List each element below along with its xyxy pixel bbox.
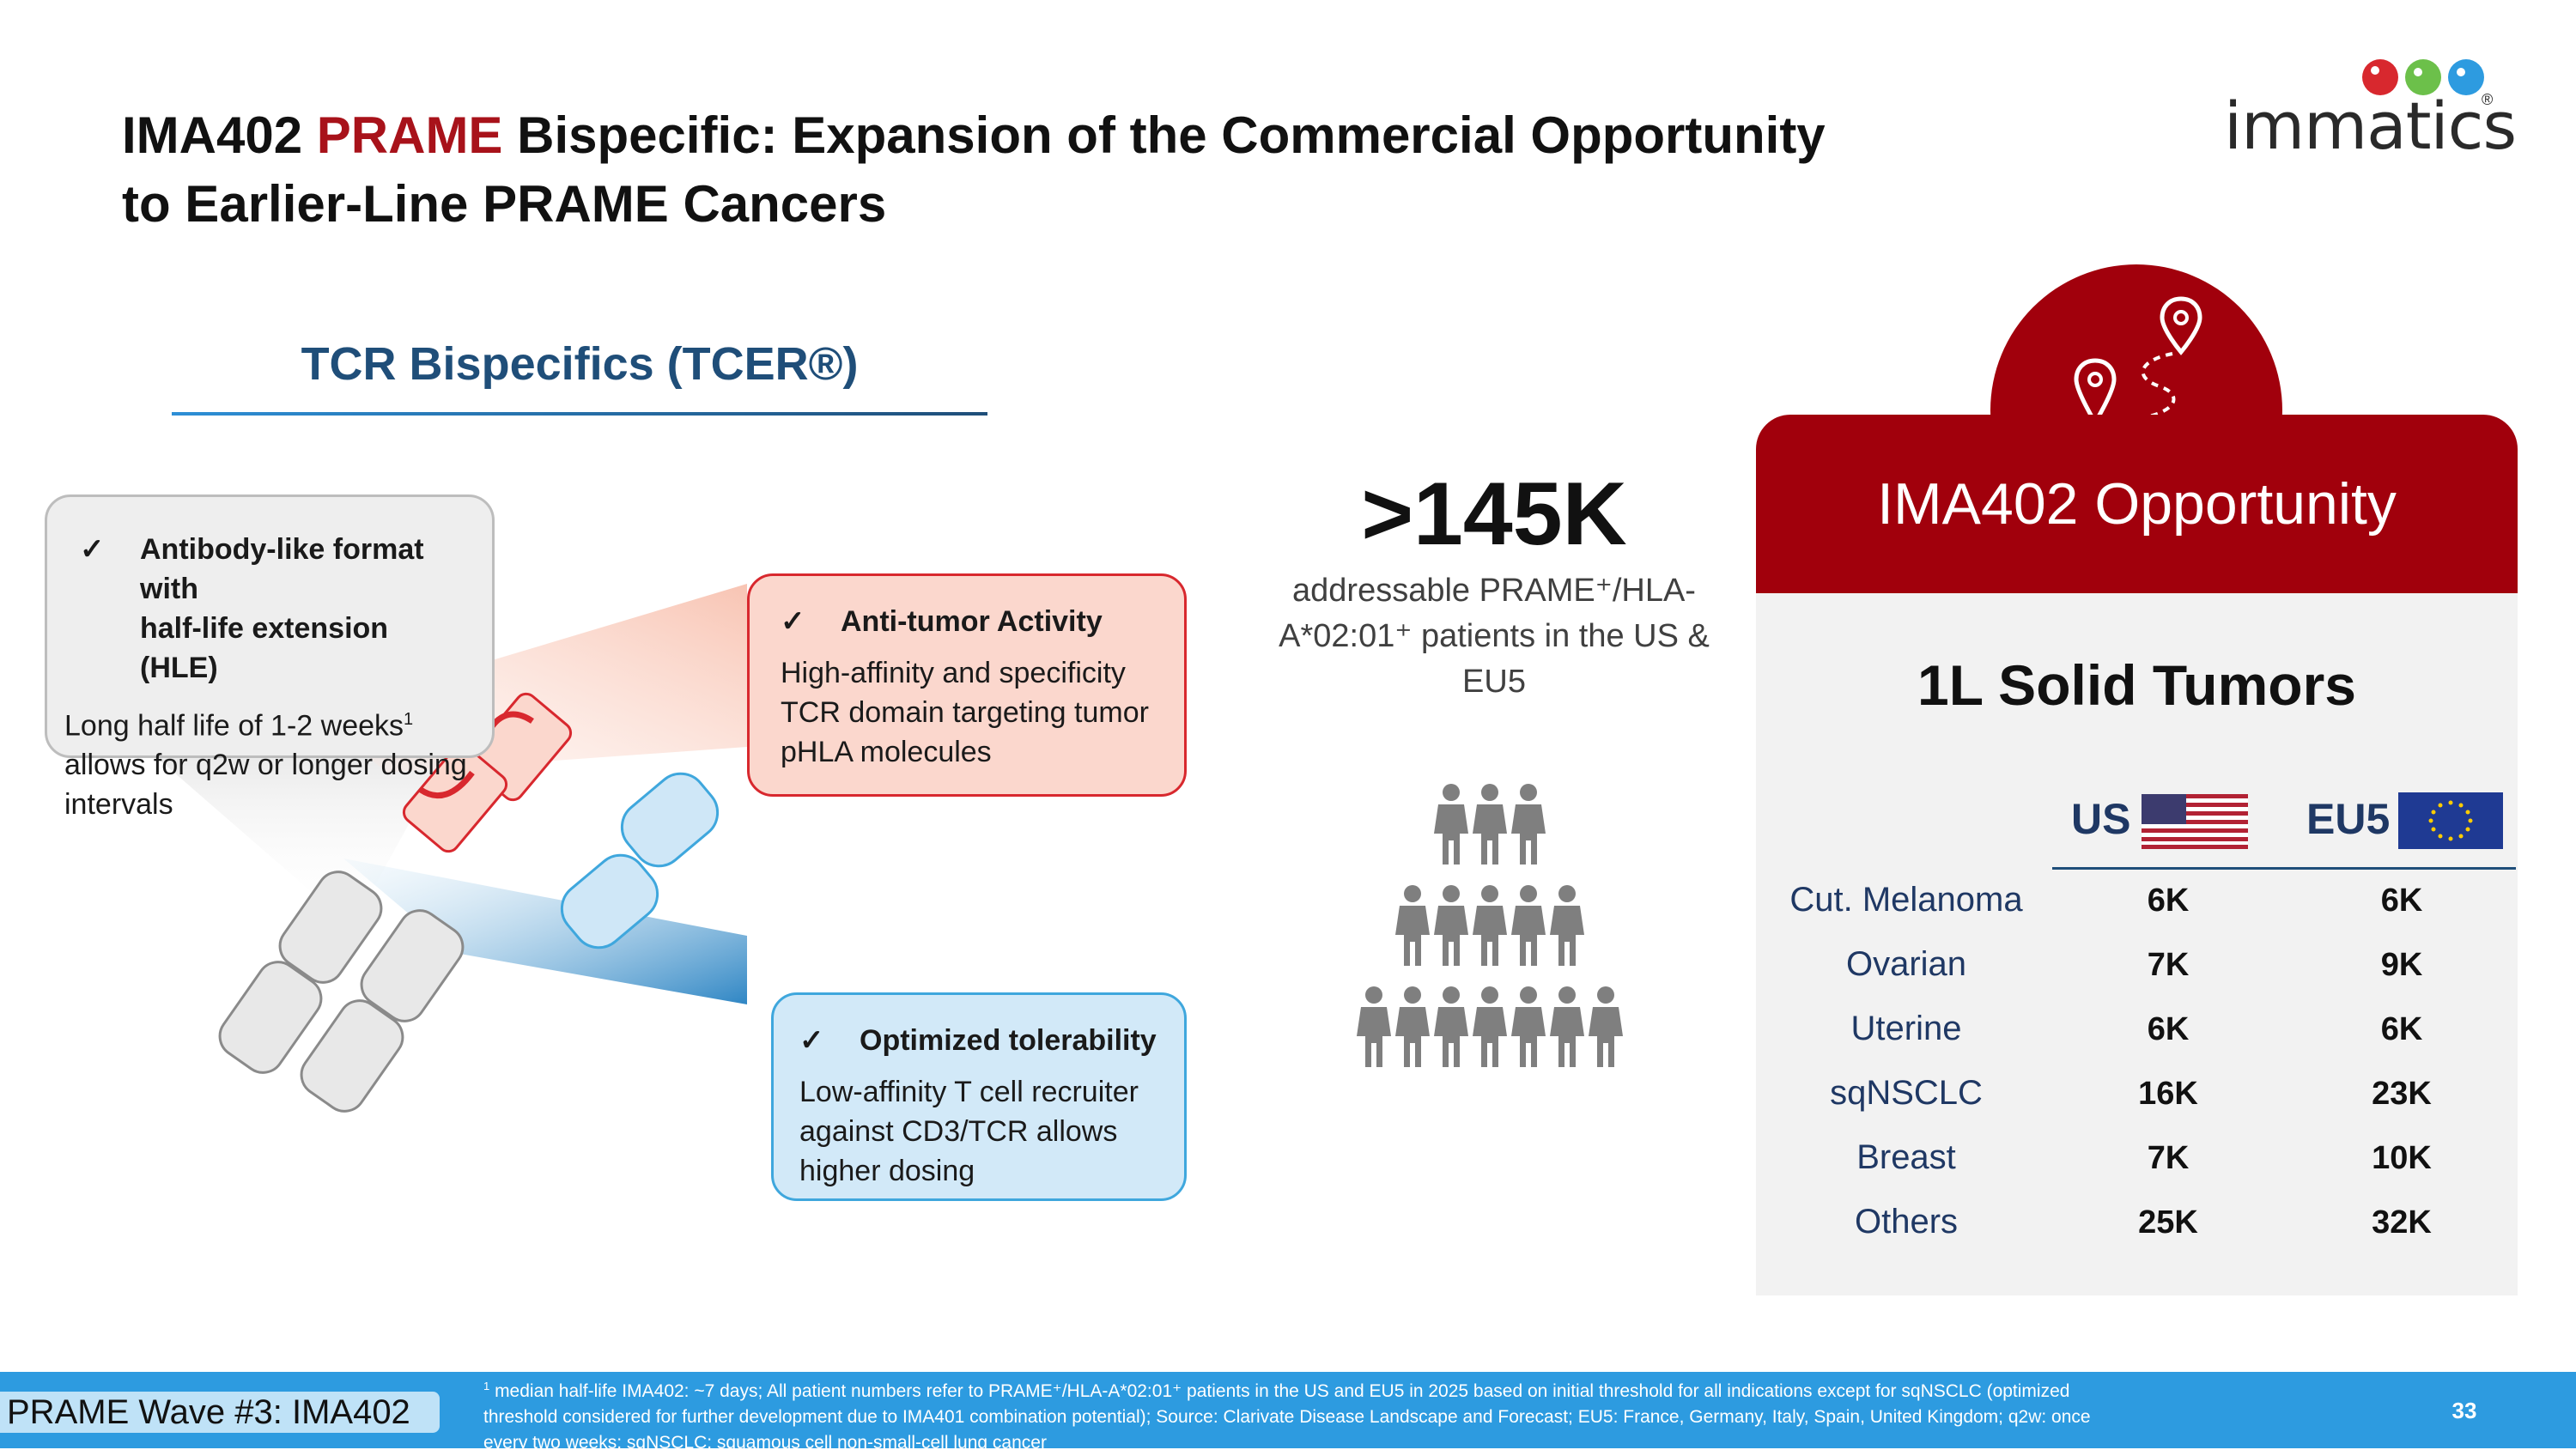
callout-anti-body-line2: TCR domain targeting tumor bbox=[781, 696, 1149, 729]
footnote-marker: 1 bbox=[483, 1380, 490, 1392]
callout-anti-title: Anti-tumor Activity bbox=[841, 605, 1103, 638]
row-eu-sqnsclc: 23K bbox=[2372, 1076, 2432, 1112]
row-us-others: 25K bbox=[2138, 1204, 2198, 1241]
addressable-patients-description: addressable PRAME⁺/HLA- A*02:01⁺ patient… bbox=[1254, 568, 1735, 705]
cd3-binding-domains bbox=[560, 772, 720, 949]
footnote-line2: threshold considered for further develop… bbox=[483, 1407, 2091, 1427]
row-us-cut-melanoma: 6K bbox=[2147, 883, 2190, 919]
row-eu-breast: 10K bbox=[2372, 1140, 2432, 1176]
callout-anti-body: High-affinity and specificity TCR domain… bbox=[781, 653, 1167, 772]
callout-tol-body-line2: against CD3/TCR allows bbox=[799, 1115, 1118, 1148]
title-accent: PRAME bbox=[316, 106, 503, 164]
tcr-heading: TCR Bispecifics (TCER®) bbox=[301, 338, 859, 390]
solid-tumors-title: 1L Solid Tumors bbox=[1917, 653, 2356, 717]
column-header-us: US bbox=[2071, 795, 2131, 843]
footnote-line1: median half-life IMA402: ~7 days; All pa… bbox=[489, 1381, 2070, 1401]
callout-tol-body-line1: Low-affinity T cell recruiter bbox=[799, 1076, 1139, 1108]
callout-tol-header: ✓ Optimized tolerability bbox=[799, 1021, 1167, 1060]
row-us-uterine: 6K bbox=[2147, 1011, 2190, 1047]
column-header-eu5: EU5 bbox=[2306, 795, 2391, 843]
logo-dots-icon bbox=[2362, 59, 2484, 95]
row-eu-cut-melanoma: 6K bbox=[2380, 883, 2423, 919]
callout-half-life-extension: ✓ Antibody-like format with half-life ex… bbox=[45, 494, 495, 821]
eu-flag-icon bbox=[2398, 792, 2503, 849]
row-eu-ovarian: 9K bbox=[2380, 947, 2423, 983]
logo-registered-mark: ® bbox=[2482, 91, 2494, 108]
row-label-sqnsclc: sqNSCLC bbox=[1830, 1074, 1983, 1112]
footnote: 1 median half-life IMA402: ~7 days; All … bbox=[483, 1374, 2269, 1456]
blue-beam bbox=[343, 858, 747, 1004]
tcr-underline bbox=[172, 412, 987, 416]
opportunity-header bbox=[1756, 415, 2518, 593]
callout-hle-body-line1: Long half life of 1-2 weeks bbox=[64, 709, 404, 743]
callout-optimized-tolerability: ✓ Optimized tolerability Low-affinity T … bbox=[771, 992, 1187, 1201]
callout-hle-body-line2: allows for q2w or longer dosing bbox=[64, 749, 467, 782]
callout-hle-title: Antibody-like format with half-life exte… bbox=[140, 530, 473, 688]
section-tag: PRAME Wave #3: IMA402 bbox=[0, 1392, 440, 1433]
opportunity-body bbox=[1756, 593, 2518, 1295]
row-eu-others: 32K bbox=[2372, 1204, 2432, 1241]
title-line2: to Earlier-Line PRAME Cancers bbox=[122, 175, 887, 233]
row-us-sqnsclc: 16K bbox=[2138, 1076, 2198, 1112]
checkmark-icon: ✓ bbox=[799, 1024, 824, 1057]
row-us-breast: 7K bbox=[2147, 1140, 2190, 1176]
stat-line2: A*02:01⁺ patients in the US & bbox=[1279, 618, 1710, 654]
row-eu-uterine: 6K bbox=[2380, 1011, 2423, 1047]
callout-anti-body-line3: pHLA molecules bbox=[781, 736, 992, 768]
stat-line3: EU5 bbox=[1462, 664, 1526, 700]
person-row-bottom bbox=[1357, 986, 1623, 1067]
person-row-top bbox=[1434, 784, 1546, 864]
callout-hle-title-line1: Antibody-like format with bbox=[140, 533, 424, 605]
checkmark-icon: ✓ bbox=[80, 533, 105, 566]
stat-line1: addressable PRAME⁺/HLA- bbox=[1292, 573, 1696, 609]
tcer-molecule-illustration bbox=[129, 549, 747, 1133]
row-label-others: Others bbox=[1854, 1203, 1959, 1241]
footnote-marker: 1 bbox=[404, 710, 414, 729]
callout-tol-title: Optimized tolerability bbox=[860, 1024, 1157, 1057]
immatics-logo: immatics ® bbox=[2224, 53, 2517, 165]
title-part1: IMA402 bbox=[122, 106, 317, 164]
row-label-uterine: Uterine bbox=[1850, 1010, 1962, 1047]
logo-text: immatics bbox=[2224, 88, 2517, 164]
slide-title: IMA402 PRAME Bispecific: Expansion of th… bbox=[122, 101, 1925, 239]
callout-anti-tumor-activity: ✓ Anti-tumor Activity High-affinity and … bbox=[747, 573, 1187, 797]
checkmark-icon: ✓ bbox=[781, 605, 805, 638]
row-label-ovarian: Ovarian bbox=[1845, 945, 1967, 983]
grey-beam bbox=[155, 755, 447, 927]
title-part2: Bispecific: Expansion of the Commercial … bbox=[502, 106, 1826, 164]
patient-population-icon bbox=[1357, 784, 1623, 1067]
callout-anti-body-line1: High-affinity and specificity bbox=[781, 657, 1126, 689]
person-row-middle bbox=[1395, 885, 1584, 966]
row-label-breast: Breast bbox=[1856, 1138, 1956, 1176]
opportunity-title: IMA402 Opportunity bbox=[1877, 471, 2397, 537]
callout-tol-body-line3: higher dosing bbox=[799, 1155, 975, 1187]
callout-hle-title-line2: half-life extension (HLE) bbox=[140, 612, 389, 684]
table-header-rule bbox=[2052, 867, 2516, 870]
callout-hle-header: ✓ Antibody-like format with half-life ex… bbox=[80, 530, 473, 688]
constant-domains bbox=[218, 871, 465, 1113]
row-label-cut-melanoma: Cut. Melanoma bbox=[1789, 881, 2023, 919]
callout-hle-body-line3: intervals bbox=[64, 788, 173, 822]
footnote-line3: every two weeks; sqNSCLC: squamous cell … bbox=[483, 1433, 1047, 1453]
row-us-ovarian: 7K bbox=[2147, 947, 2190, 983]
callout-tol-body: Low-affinity T cell recruiter against CD… bbox=[799, 1072, 1167, 1191]
callout-anti-header: ✓ Anti-tumor Activity bbox=[781, 602, 1167, 641]
page-number: 33 bbox=[2451, 1398, 2477, 1423]
addressable-patients-number: >145K bbox=[1361, 464, 1627, 564]
callout-hle-body: Long half life of 1-2 weeks1 allows for … bbox=[64, 700, 473, 824]
us-flag-icon bbox=[2142, 794, 2248, 849]
